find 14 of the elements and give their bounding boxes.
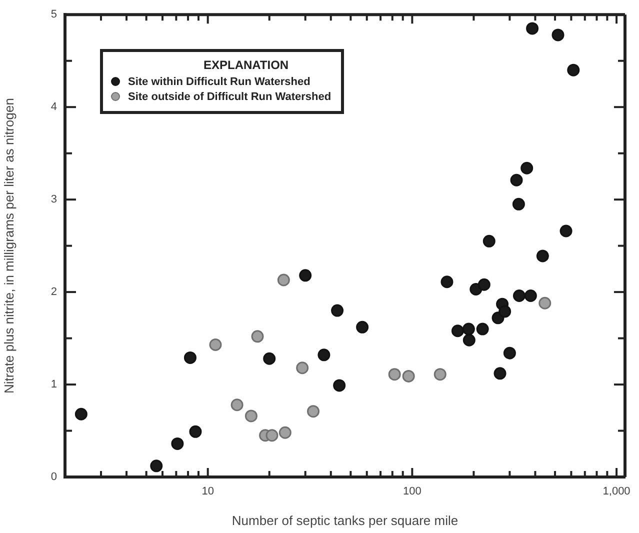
y-tick-label: 3 xyxy=(50,194,57,206)
legend-label: Site within Difficult Run Watershed xyxy=(128,76,310,88)
y-tick-label: 0 xyxy=(50,471,57,484)
legend-label: Site outside of Difficult Run Watershed xyxy=(128,90,332,103)
x-tick-label: 10 xyxy=(202,486,214,498)
y-tick-label: 4 xyxy=(50,101,57,114)
y-tick-label: 1 xyxy=(50,378,57,391)
x-axis-title: Number of septic tanks per square mile xyxy=(232,512,458,528)
y-axis-title: Nitrate plus nitrite, in milligrams per liter as nitrogen xyxy=(1,98,16,394)
y-tick-label: 5 xyxy=(50,8,57,21)
legend-title: EXPLANATION xyxy=(202,58,290,72)
y-tick-label: 2 xyxy=(50,286,57,298)
x-tick-label: 100 xyxy=(403,486,422,498)
x-tick-label: 1,000 xyxy=(602,486,630,498)
